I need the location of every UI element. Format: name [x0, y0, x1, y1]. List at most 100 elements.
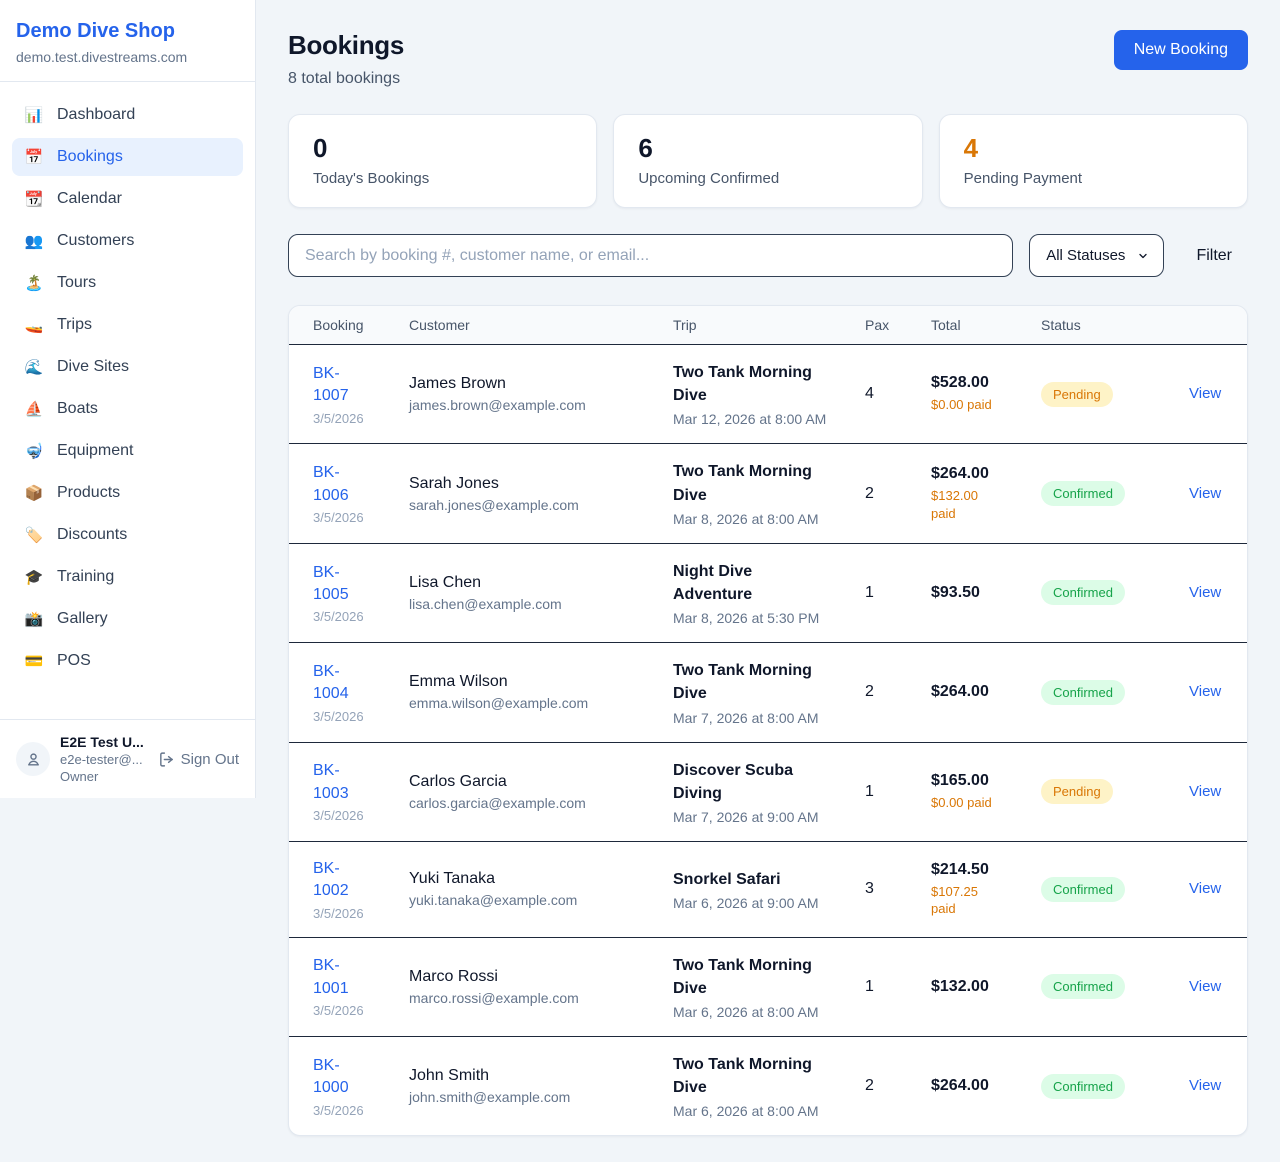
- total-amount: $132.00: [931, 977, 989, 995]
- booking-number-link[interactable]: BK-1001: [313, 957, 349, 997]
- new-booking-button[interactable]: New Booking: [1113, 30, 1248, 70]
- trip-datetime: Mar 7, 2026 at 8:00 AM: [673, 709, 819, 726]
- trip-name: Two Tank Morning Dive: [673, 463, 812, 504]
- sidebar-item-boats[interactable]: ⛵ Boats: [12, 390, 243, 428]
- customer-cell: Sarah Jones sarah.jones@example.com: [385, 443, 649, 544]
- view-link[interactable]: View: [1189, 880, 1222, 898]
- total-cell: $165.00 $0.00 paid: [907, 742, 1017, 842]
- customer-name: Marco Rossi: [409, 967, 498, 985]
- sidebar-item-equipment[interactable]: 🤿 Equipment: [12, 432, 243, 470]
- trip-name: Two Tank Morning Dive: [673, 956, 812, 997]
- booking-date: 3/5/2026: [313, 905, 364, 921]
- avatar: [16, 742, 50, 776]
- sidebar-item-label: Tours: [57, 274, 97, 291]
- package-icon: 📦: [24, 485, 44, 502]
- bookings-table-card: Booking Customer Trip Pax Total Status BK-100…: [288, 305, 1248, 1137]
- view-link[interactable]: View: [1189, 583, 1222, 601]
- status-badge: Pending: [1041, 779, 1113, 805]
- status-cell: Pending: [1017, 344, 1165, 445]
- status-badge: Confirmed: [1041, 580, 1125, 606]
- view-link[interactable]: View: [1189, 977, 1222, 995]
- view-link[interactable]: View: [1189, 782, 1222, 800]
- sidebar-item-label: Products: [57, 484, 121, 501]
- booking-number-link[interactable]: BK-1007: [313, 364, 349, 405]
- customer-cell: John Smith john.smith@example.com: [385, 1037, 649, 1136]
- sidebar-header: Demo Dive Shop demo.test.divestreams.com: [0, 0, 255, 82]
- status-cell: Pending: [1017, 742, 1165, 842]
- sidebar-item-tours[interactable]: 🏝️ Tours: [12, 264, 243, 302]
- view-link[interactable]: View: [1189, 1077, 1222, 1095]
- pax-cell: 1: [841, 742, 907, 842]
- table-header-row: Booking Customer Trip Pax Total Status: [289, 306, 1247, 345]
- status-cell: Confirmed: [1017, 642, 1165, 743]
- booking-cell: BK-1000 3/5/2026: [289, 1037, 385, 1136]
- sidebar-item-dashboard[interactable]: 📊 Dashboard: [12, 96, 243, 134]
- sign-out-button[interactable]: Sign Out: [158, 751, 239, 768]
- sidebar-item-bookings[interactable]: 📅 Bookings: [12, 138, 243, 176]
- table-row: BK-1006 3/5/2026 Sarah Jones sarah.jones@ex…: [289, 443, 1247, 544]
- brand-domain: demo.test.divestreams.com: [16, 49, 188, 65]
- user-name: E2E Test U...: [60, 734, 144, 750]
- search-input[interactable]: [288, 234, 1014, 277]
- stat-label: Upcoming Confirmed: [638, 170, 780, 187]
- stat-card: 0 Today's Bookings: [288, 114, 598, 208]
- booking-number-link[interactable]: BK-1003: [313, 762, 349, 802]
- trip-datetime: Mar 6, 2026 at 8:00 AM: [673, 1103, 819, 1120]
- actions-cell: View: [1165, 742, 1247, 842]
- bookings-table: Booking Customer Trip Pax Total Status BK-100…: [289, 306, 1247, 1135]
- trip-cell: Discover Scuba Diving Mar 7, 2026 at 9:00…: [649, 742, 841, 842]
- total-cell: $528.00 $0.00 paid: [907, 344, 1017, 445]
- sidebar-item-label: Dive Sites: [57, 358, 130, 375]
- actions-cell: View: [1165, 642, 1247, 743]
- actions-cell: View: [1165, 937, 1247, 1038]
- customer-name: John Smith: [409, 1067, 490, 1085]
- status-badge: Confirmed: [1041, 1073, 1125, 1099]
- customer-email: marco.rossi@example.com: [409, 989, 579, 1006]
- sidebar-item-gallery[interactable]: 📸 Gallery: [12, 600, 243, 638]
- pax-cell: 2: [841, 642, 907, 743]
- paid-amount: $132.00 paid: [931, 488, 978, 521]
- sidebar-item-trips[interactable]: 🚤 Trips: [12, 306, 243, 344]
- wave-icon: 🌊: [24, 359, 44, 376]
- booking-cell: BK-1005 3/5/2026: [289, 543, 385, 644]
- pax-cell: 1: [841, 937, 907, 1038]
- trip-cell: Night Dive Adventure Mar 8, 2026 at 5:30 …: [649, 543, 841, 644]
- filter-button[interactable]: Filter: [1180, 234, 1248, 277]
- booking-date: 3/5/2026: [313, 509, 364, 525]
- total-cell: $264.00 $132.00 paid: [907, 443, 1017, 544]
- sidebar-item-pos[interactable]: 💳 POS: [12, 642, 243, 680]
- sidebar-item-training[interactable]: 🎓 Training: [12, 558, 243, 596]
- sidebar-item-discounts[interactable]: 🏷️ Discounts: [12, 516, 243, 554]
- sidebar-item-dive-sites[interactable]: 🌊 Dive Sites: [12, 348, 243, 386]
- booking-number-link[interactable]: BK-1006: [313, 464, 349, 504]
- trip-name: Two Tank Morning Dive: [673, 364, 812, 405]
- booking-number-link[interactable]: BK-1005: [313, 563, 349, 603]
- filter-row: All Statuses Filter: [288, 234, 1248, 277]
- total-cell: $93.50: [907, 543, 1017, 644]
- status-filter-select[interactable]: All Statuses: [1029, 234, 1165, 277]
- actions-cell: View: [1165, 543, 1247, 644]
- user-email: e2e-tester@...: [60, 752, 143, 767]
- booking-cell: BK-1004 3/5/2026: [289, 642, 385, 743]
- actions-cell: View: [1165, 443, 1247, 544]
- booking-cell: BK-1006 3/5/2026: [289, 443, 385, 544]
- sidebar-item-customers[interactable]: 👥 Customers: [12, 222, 243, 260]
- sidebar-item-calendar[interactable]: 📆 Calendar: [12, 180, 243, 218]
- sign-out-label: Sign Out: [180, 750, 239, 768]
- booking-number-link[interactable]: BK-1002: [313, 859, 349, 900]
- customer-name: Yuki Tanaka: [409, 870, 495, 888]
- column-header: Booking: [289, 306, 385, 345]
- booking-number-link[interactable]: BK-1004: [313, 662, 349, 703]
- view-link[interactable]: View: [1189, 484, 1222, 502]
- table-row: BK-1004 3/5/2026 Emma Wilson emma.wilson@ex…: [289, 642, 1247, 743]
- sidebar-item-products[interactable]: 📦 Products: [12, 474, 243, 512]
- stat-card: 4 Pending Payment: [938, 114, 1248, 208]
- table-row: BK-1000 3/5/2026 John Smith john.smith@exam…: [289, 1037, 1247, 1136]
- stat-value: 6: [638, 133, 653, 163]
- trip-name: Discover Scuba Diving: [673, 761, 794, 802]
- booking-number-link[interactable]: BK-1000: [313, 1056, 349, 1097]
- sidebar-item-label: POS: [57, 652, 91, 669]
- view-link[interactable]: View: [1189, 683, 1222, 701]
- view-link[interactable]: View: [1189, 385, 1222, 403]
- status-badge: Confirmed: [1041, 876, 1125, 902]
